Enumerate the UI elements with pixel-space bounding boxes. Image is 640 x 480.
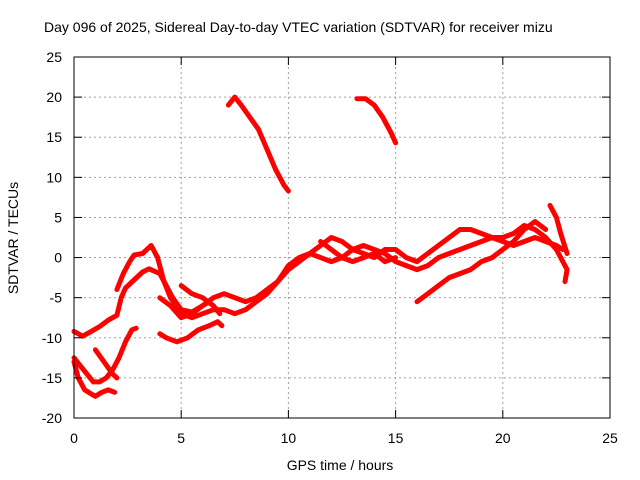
plot-frame (73, 56, 611, 419)
x-axis-label: GPS time / hours (287, 457, 394, 473)
series-arc-12 (547, 202, 570, 256)
x-tick-label: 5 (177, 430, 185, 446)
y-tick-label: 20 (46, 89, 62, 105)
axis-ticks (73, 56, 611, 419)
y-tick-label: 10 (46, 169, 62, 185)
data-series-group (71, 94, 570, 399)
y-tick-label: 0 (54, 250, 62, 266)
y-tick-label: -10 (42, 330, 62, 346)
x-tick-label: 0 (70, 430, 78, 446)
series-arc-2 (114, 223, 570, 321)
series-arc-3 (157, 295, 212, 321)
series-arc-5 (157, 319, 225, 345)
grid-lines (74, 57, 610, 418)
y-tick-label: -5 (50, 290, 63, 306)
x-tick-label: 10 (281, 430, 297, 446)
y-tick-label: -20 (42, 410, 62, 426)
series-arc-6 (71, 325, 139, 385)
series-arc-9 (225, 94, 291, 194)
y-tick-label: 15 (46, 129, 62, 145)
chart-title: Day 096 of 2025, Sidereal Day-to-day VTE… (44, 19, 553, 35)
series-arc-1 (71, 235, 566, 339)
series-arc-13 (318, 239, 399, 265)
x-tick-label: 20 (495, 430, 511, 446)
series-arc-8 (92, 347, 120, 381)
y-axis-label: SDTVAR / TECUs (5, 182, 21, 294)
series-arc-11 (414, 219, 549, 305)
y-tick-label: 5 (54, 209, 62, 225)
series-arc-4 (178, 283, 223, 317)
x-tick-label: 25 (602, 430, 618, 446)
series-arc-10 (354, 96, 399, 146)
x-tick-label: 15 (388, 430, 404, 446)
y-tick-label: 25 (46, 49, 62, 65)
series-arc-7 (71, 359, 118, 399)
y-axis-tick-labels: -20 -15 -10 -5 0 5 10 15 20 25 (42, 49, 62, 426)
x-axis-tick-labels: 0 5 10 15 20 25 (70, 430, 618, 446)
y-tick-label: -15 (42, 370, 62, 386)
